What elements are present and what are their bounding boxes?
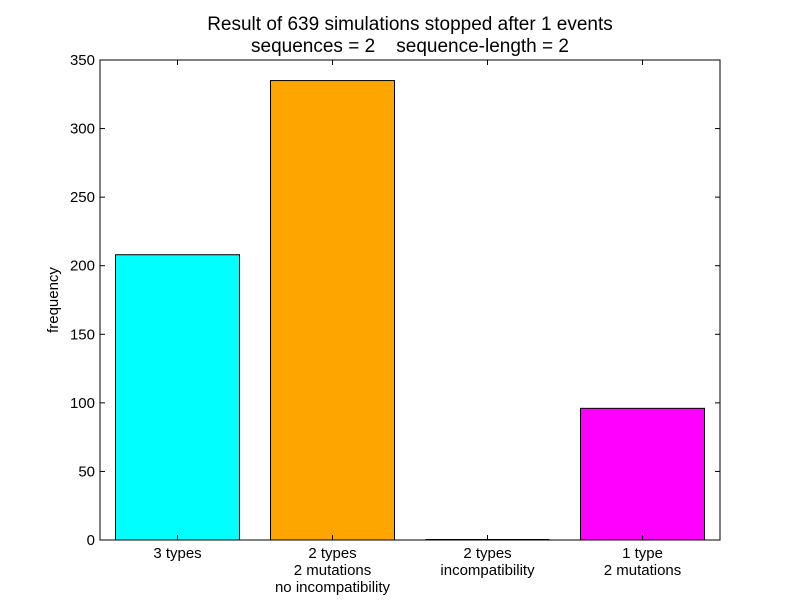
x-axis: 3 types 2 types 2 mutations no incompatibil… <box>153 60 681 596</box>
x-tick-label-2: 2 types 2 mutations no incompatibility <box>275 545 391 596</box>
x-tick-label-line: 1 type <box>622 545 663 562</box>
bar-1 <box>115 254 240 541</box>
y-tick-label: 250 <box>70 189 95 206</box>
x-tick-label-line: incompatibility <box>440 562 535 579</box>
x-tick-label-line: 2 types <box>308 545 356 562</box>
x-tick-label-line: 2 types <box>463 545 511 562</box>
x-tick-label-line: 3 types <box>153 545 201 562</box>
x-tick-label-1: 3 types <box>153 545 201 562</box>
x-tick-label-line: 2 mutations <box>604 562 682 579</box>
y-tick-label: 300 <box>70 121 95 138</box>
y-tick-label: 200 <box>70 258 95 275</box>
x-tick-label-4: 1 type 2 mutations <box>604 545 682 579</box>
y-axis: 0 50 100 150 200 250 300 350 <box>70 52 720 549</box>
bar-4 <box>580 407 705 541</box>
y-tick-label: 50 <box>78 463 95 480</box>
y-tick-label: 350 <box>70 52 95 69</box>
x-tick-label-3: 2 types incompatibility <box>440 545 535 579</box>
y-tick-label: 0 <box>87 532 95 549</box>
bars-group <box>115 80 705 541</box>
x-tick-label-line: no incompatibility <box>275 579 391 596</box>
chart-subtitle: sequences = 2 sequence-length = 2 <box>251 36 569 57</box>
chart-title: Result of 639 simulations stopped after … <box>207 14 613 35</box>
y-axis-label: frequency <box>45 267 62 333</box>
plot-area-frame <box>99 59 721 541</box>
y-tick-label: 100 <box>70 395 95 412</box>
x-tick-label-line: 2 mutations <box>294 562 372 579</box>
y-tick-label: 150 <box>70 326 95 343</box>
bar-2 <box>270 80 395 541</box>
